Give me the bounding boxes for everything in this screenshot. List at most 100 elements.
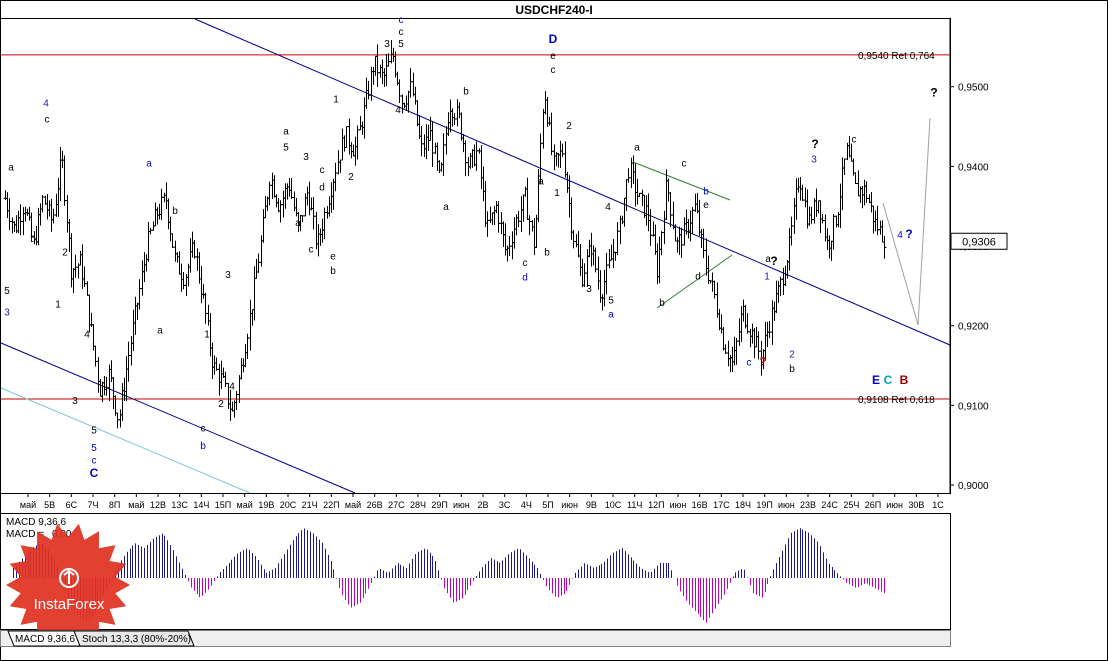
time-tick-label: июн [561,500,578,510]
retracement-labels: 0,9540 Ret 0,764 0,9108 Ret 0,618 [858,51,935,406]
time-tick-label: 9В [586,500,597,510]
time-tick-label: июн [453,500,470,510]
wave-label: d [522,272,528,283]
time-tick-label: 1С [932,500,944,510]
wave-label: b [172,206,178,217]
time-tick-label: 14Ч [193,500,209,510]
time-tick-label: 23В [800,500,816,510]
time-tick-label: май [20,500,36,510]
wave-label: 2 [789,350,795,361]
wave-label: C [884,373,893,387]
wave-label: d [319,182,325,193]
wave-label: 1 [764,272,770,283]
time-tick-label: 21Ч [302,500,318,510]
price-tick-label: 0,9500 [958,83,989,94]
time-tick-label: 27С [388,500,405,510]
channel-upper-line [194,18,951,346]
current-price-label: 0,9306 [962,236,996,248]
macd-panel[interactable]: MACD 9,36,6 MACD = 0.00 [0,513,951,630]
wave-label: ? [930,85,937,99]
channel-outer-line [0,387,251,494]
wave-label: 2 [348,172,354,183]
wave-label: 5 [91,443,97,454]
price-bars [3,39,887,429]
time-tick-label: июн [670,500,687,510]
time-tick-label: 30В [908,500,924,510]
wave-label: a [157,326,163,337]
wave-label: c [747,358,752,369]
wave-label: a [283,127,289,138]
current-price-box [950,232,1008,250]
logo-emblem-icon [63,569,75,584]
time-tick-label: 18Ч [735,500,751,510]
wave-label: a [443,202,449,213]
wave-label: 4 [84,330,90,341]
time-tick-label: 25Ч [843,500,859,510]
triangle-lower-line [656,254,733,309]
time-tick-label: 19В [258,500,274,510]
wave-label: c [399,27,404,38]
wave-label: b [330,266,336,277]
time-tick-label: 6С [66,500,78,510]
wave-label: ? [759,355,766,369]
time-tick-label: 29П [431,500,447,510]
time-tick-label: 3С [499,500,511,510]
current-price-marker: 0,9306 [950,232,1008,250]
wave-label: C [90,466,99,480]
wave-label: 3 [72,396,78,407]
projection-down-line [882,202,919,326]
time-tick-label: июн [778,500,795,510]
wave-label: a [8,162,14,173]
logo-emblem-ring [59,568,79,588]
wave-label: 5 [91,425,97,436]
wave-label: b [30,234,36,245]
wave-label: D [549,32,558,46]
wave-label: 3 [384,39,390,50]
wave-label: 3 [225,270,231,281]
wave-label: 4 [897,230,903,241]
wave-label: c [399,15,404,26]
tab-macd[interactable]: MACD 9,36,6 [7,630,81,647]
wave-label: 4 [395,105,401,116]
wave-label: c [320,165,325,176]
wave-label: a [538,177,544,188]
price-tick-label: 0,9400 [958,162,989,173]
wave-label: c [309,244,314,255]
time-axis[interactable]: май 5В 6С 7Ч 8П май 12В 13С 14Ч 15П май 19В 20С 21Ч 22… [20,493,944,510]
wave-label: c [201,424,206,435]
wave-label: 5 [398,39,404,50]
wave-label: 3 [811,154,817,165]
wave-label: c [45,115,50,126]
logo-brand-text: InstaForex [34,596,105,613]
time-tick-label: 12П [648,500,664,510]
wave-label: a [608,310,614,321]
time-tick-label: 24С [821,500,838,510]
time-tick-label: май [128,500,144,510]
wave-label: 2 [218,399,224,410]
wave-label: 1 [554,188,560,199]
tab-stoch-label: Stoch 13,3,3 (80%-20%) [82,634,191,645]
time-tick-label: 5В [44,500,55,510]
time-tick-label: 10С [605,500,622,510]
wave-label: 2 [566,121,572,132]
tab-stoch[interactable]: Stoch 13,3,3 (80%-20%) [73,630,195,647]
wave-label: b [789,364,795,375]
wave-label: 2 [62,248,68,259]
chart-title: USDCHF240-I [515,3,592,17]
wave-label: e [550,51,556,62]
projection-up-line [917,117,931,326]
wave-label: b [544,248,550,259]
time-tick-label: 12В [150,500,166,510]
wave-label: a [765,254,771,265]
wave-label: b [659,298,665,309]
wave-label: ? [770,254,777,268]
time-tick-label: 8П [109,500,120,510]
wave-label: 4 [605,202,611,213]
wave-label: 3 [586,284,592,295]
wave-label: E [872,373,880,387]
channel-lower-line [0,342,356,494]
time-tick-label: 15П [215,500,231,510]
